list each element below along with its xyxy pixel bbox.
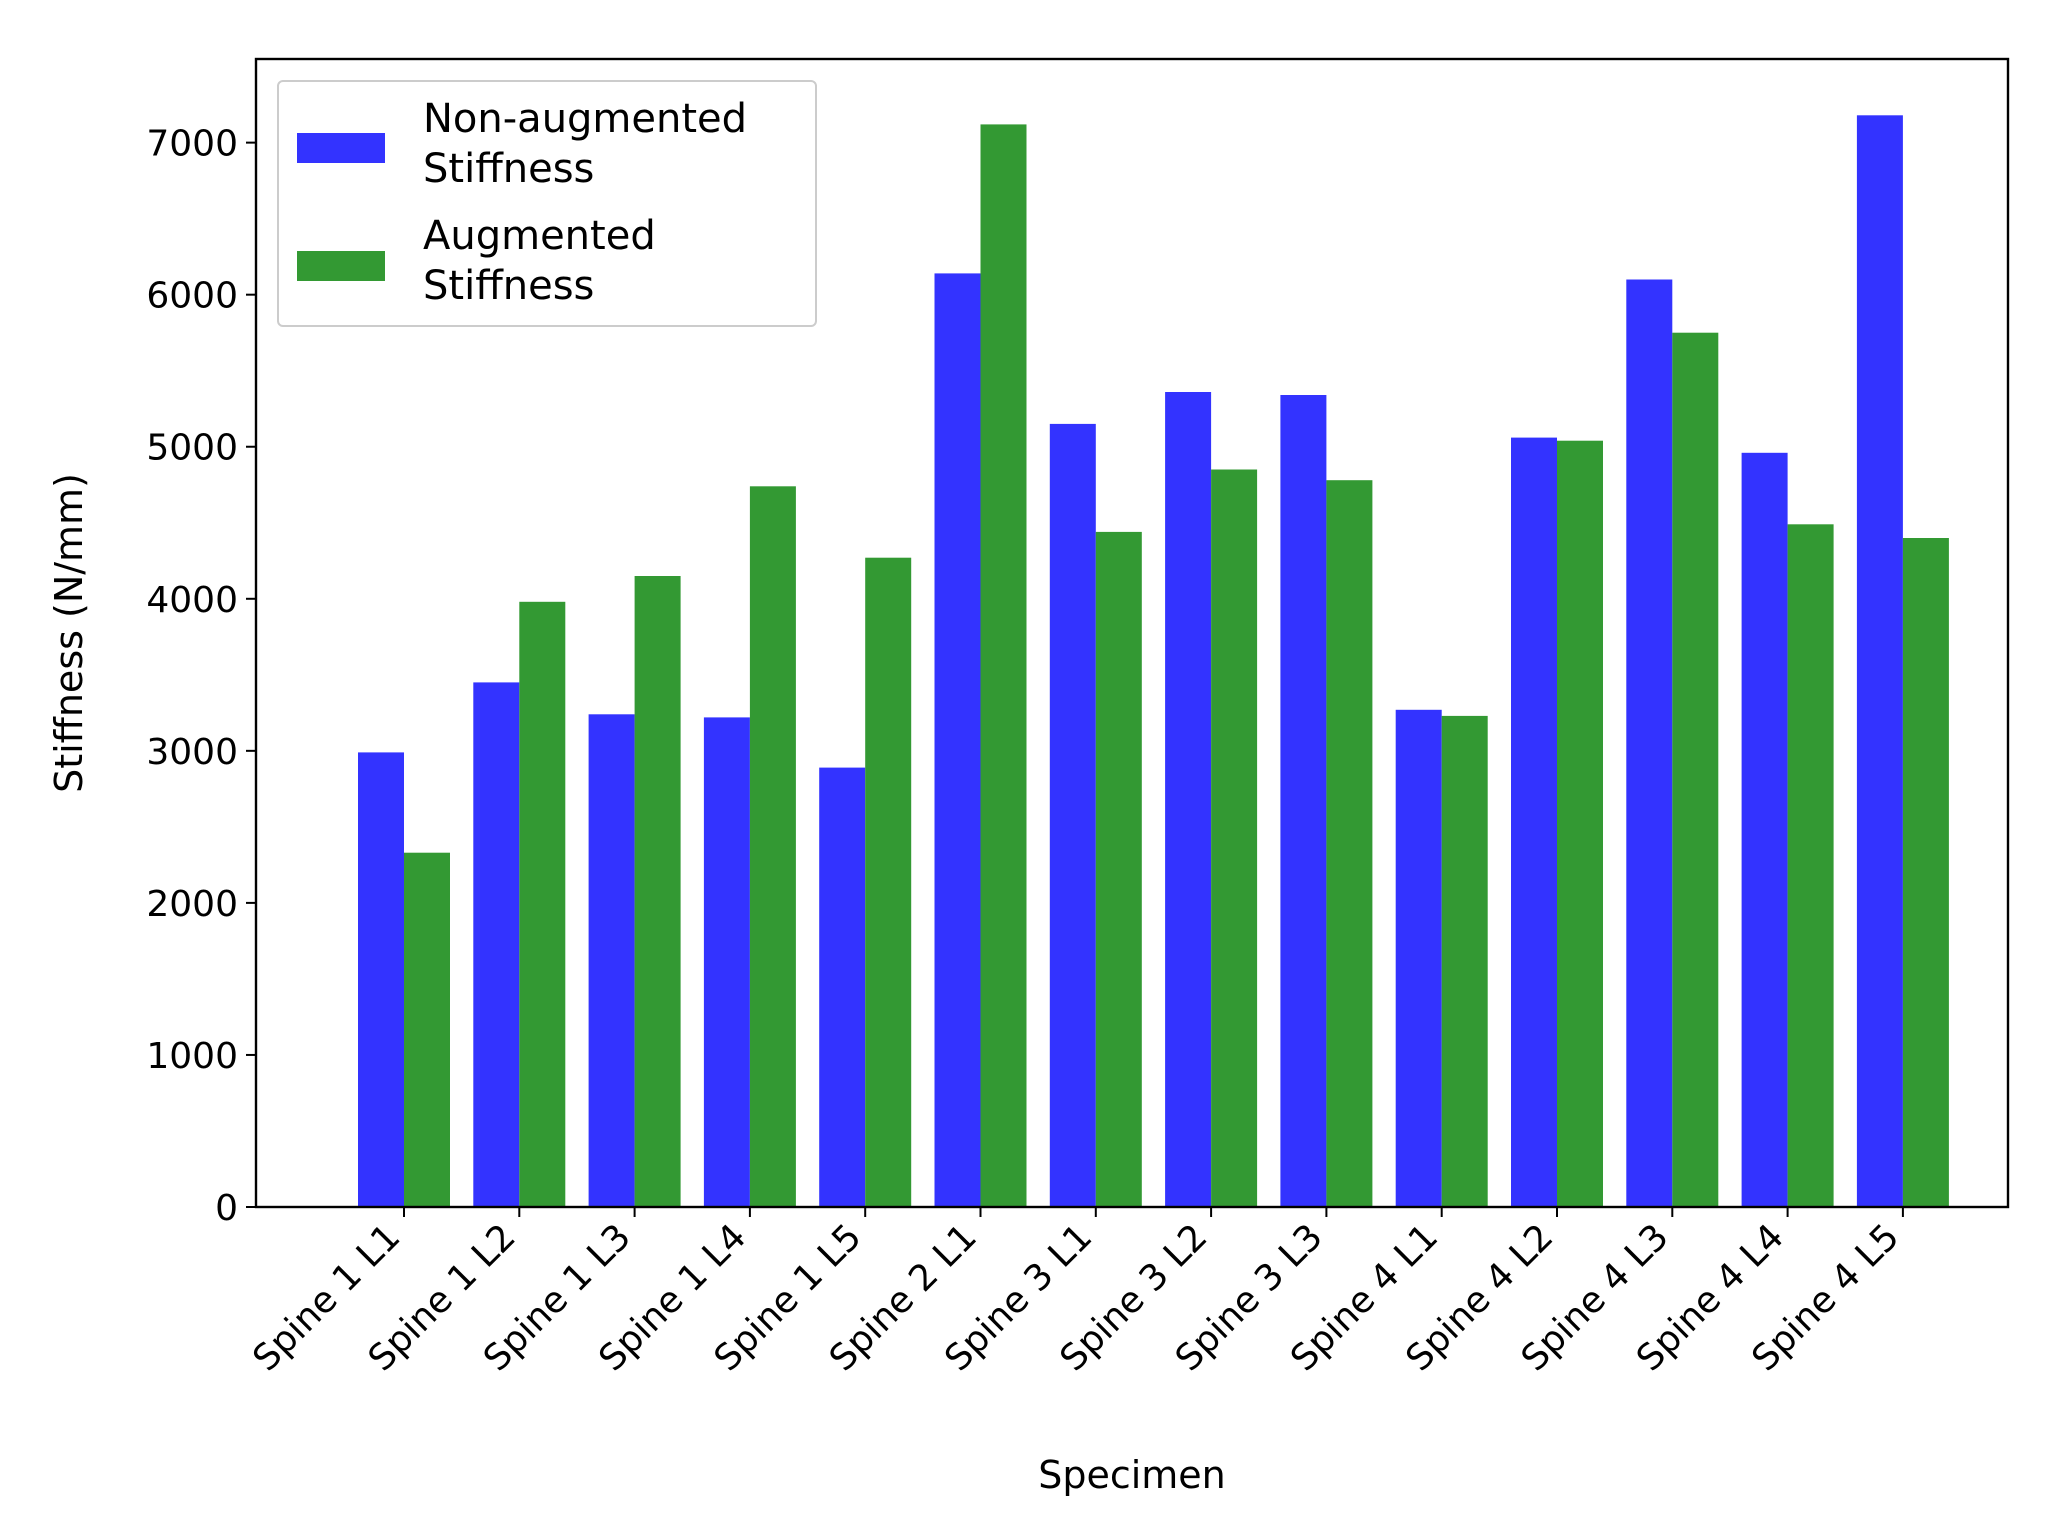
bar-augmented-stiffness-spine-3-l2 — [1211, 469, 1258, 1207]
legend-label-non-augmented: Non-augmented Stiffness — [423, 96, 760, 192]
legend: Non-augmented Stiffness Augmented Stiffn… — [277, 80, 817, 327]
y-tick-label-0: 0 — [215, 1188, 238, 1229]
bar-non-augmented-stiffness-spine-1-l3 — [588, 714, 635, 1207]
y-tick-label-3000: 3000 — [146, 732, 238, 773]
bar-augmented-stiffness-spine-3-l1 — [1095, 531, 1142, 1207]
y-tick-label-4000: 4000 — [146, 580, 238, 621]
bar-augmented-stiffness-spine-1-l2 — [519, 601, 566, 1207]
bar-augmented-stiffness-spine-1-l3 — [634, 576, 681, 1207]
bar-non-augmented-stiffness-spine-3-l3 — [1280, 395, 1327, 1207]
y-tick-label-7000: 7000 — [146, 124, 238, 165]
y-axis-label: Stiffness (N/mm) — [47, 473, 91, 793]
bars-group — [358, 115, 1949, 1208]
bar-augmented-stiffness-spine-4-l1 — [1441, 715, 1488, 1207]
bar-non-augmented-stiffness-spine-4-l3 — [1626, 279, 1673, 1207]
plot-frame — [254, 57, 2010, 1209]
bar-non-augmented-stiffness-spine-2-l1 — [934, 273, 981, 1207]
bar-non-augmented-stiffness-spine-4-l5 — [1856, 115, 1903, 1207]
y-tick-label-1000: 1000 — [146, 1036, 238, 1077]
bar-non-augmented-stiffness-spine-1-l5 — [819, 767, 866, 1207]
bar-augmented-stiffness-spine-3-l3 — [1326, 480, 1373, 1207]
legend-label-non-augmented-line1: Non-augmented — [423, 96, 747, 142]
bar-augmented-stiffness-spine-4-l5 — [1902, 538, 1949, 1207]
y-tick-label-5000: 5000 — [146, 428, 238, 469]
legend-label-augmented-line1: Augmented — [423, 213, 656, 259]
bar-non-augmented-stiffness-spine-4-l2 — [1511, 437, 1557, 1208]
bar-non-augmented-stiffness-spine-1-l2 — [473, 682, 520, 1207]
bar-augmented-stiffness-spine-4-l3 — [1672, 332, 1719, 1207]
y-axis-ticks: 0 1000 2000 3000 4000 5000 6000 7000 — [146, 124, 256, 1229]
bar-non-augmented-stiffness-spine-3-l1 — [1049, 423, 1096, 1207]
bar-non-augmented-stiffness-spine-4-l1 — [1395, 709, 1442, 1207]
bar-augmented-stiffness-spine-1-l1 — [404, 852, 450, 1207]
legend-label-augmented: Augmented Stiffness — [423, 213, 668, 309]
bar-augmented-stiffness-spine-1-l4 — [749, 486, 796, 1207]
bar-non-augmented-stiffness-spine-3-l2 — [1165, 392, 1212, 1207]
bar-augmented-stiffness-spine-2-l1 — [980, 124, 1027, 1207]
legend-swatch-augmented — [297, 251, 385, 281]
bar-augmented-stiffness-spine-1-l5 — [865, 557, 912, 1207]
legend-swatch-non-augmented — [297, 133, 385, 163]
legend-frame — [277, 80, 817, 327]
bar-non-augmented-stiffness-spine-1-l4 — [703, 717, 750, 1207]
x-axis-label: Specimen — [1038, 1453, 1226, 1497]
bar-non-augmented-stiffness-spine-1-l1 — [358, 752, 404, 1207]
bar-augmented-stiffness-spine-4-l2 — [1557, 440, 1603, 1207]
bar-non-augmented-stiffness-spine-4-l4 — [1741, 452, 1788, 1207]
bar-augmented-stiffness-spine-4-l4 — [1787, 524, 1834, 1207]
y-tick-label-2000: 2000 — [146, 884, 238, 925]
legend-label-augmented-line2: Stiffness — [423, 263, 594, 309]
legend-label-non-augmented-line2: Stiffness — [423, 146, 594, 192]
y-tick-label-6000: 6000 — [146, 276, 238, 317]
